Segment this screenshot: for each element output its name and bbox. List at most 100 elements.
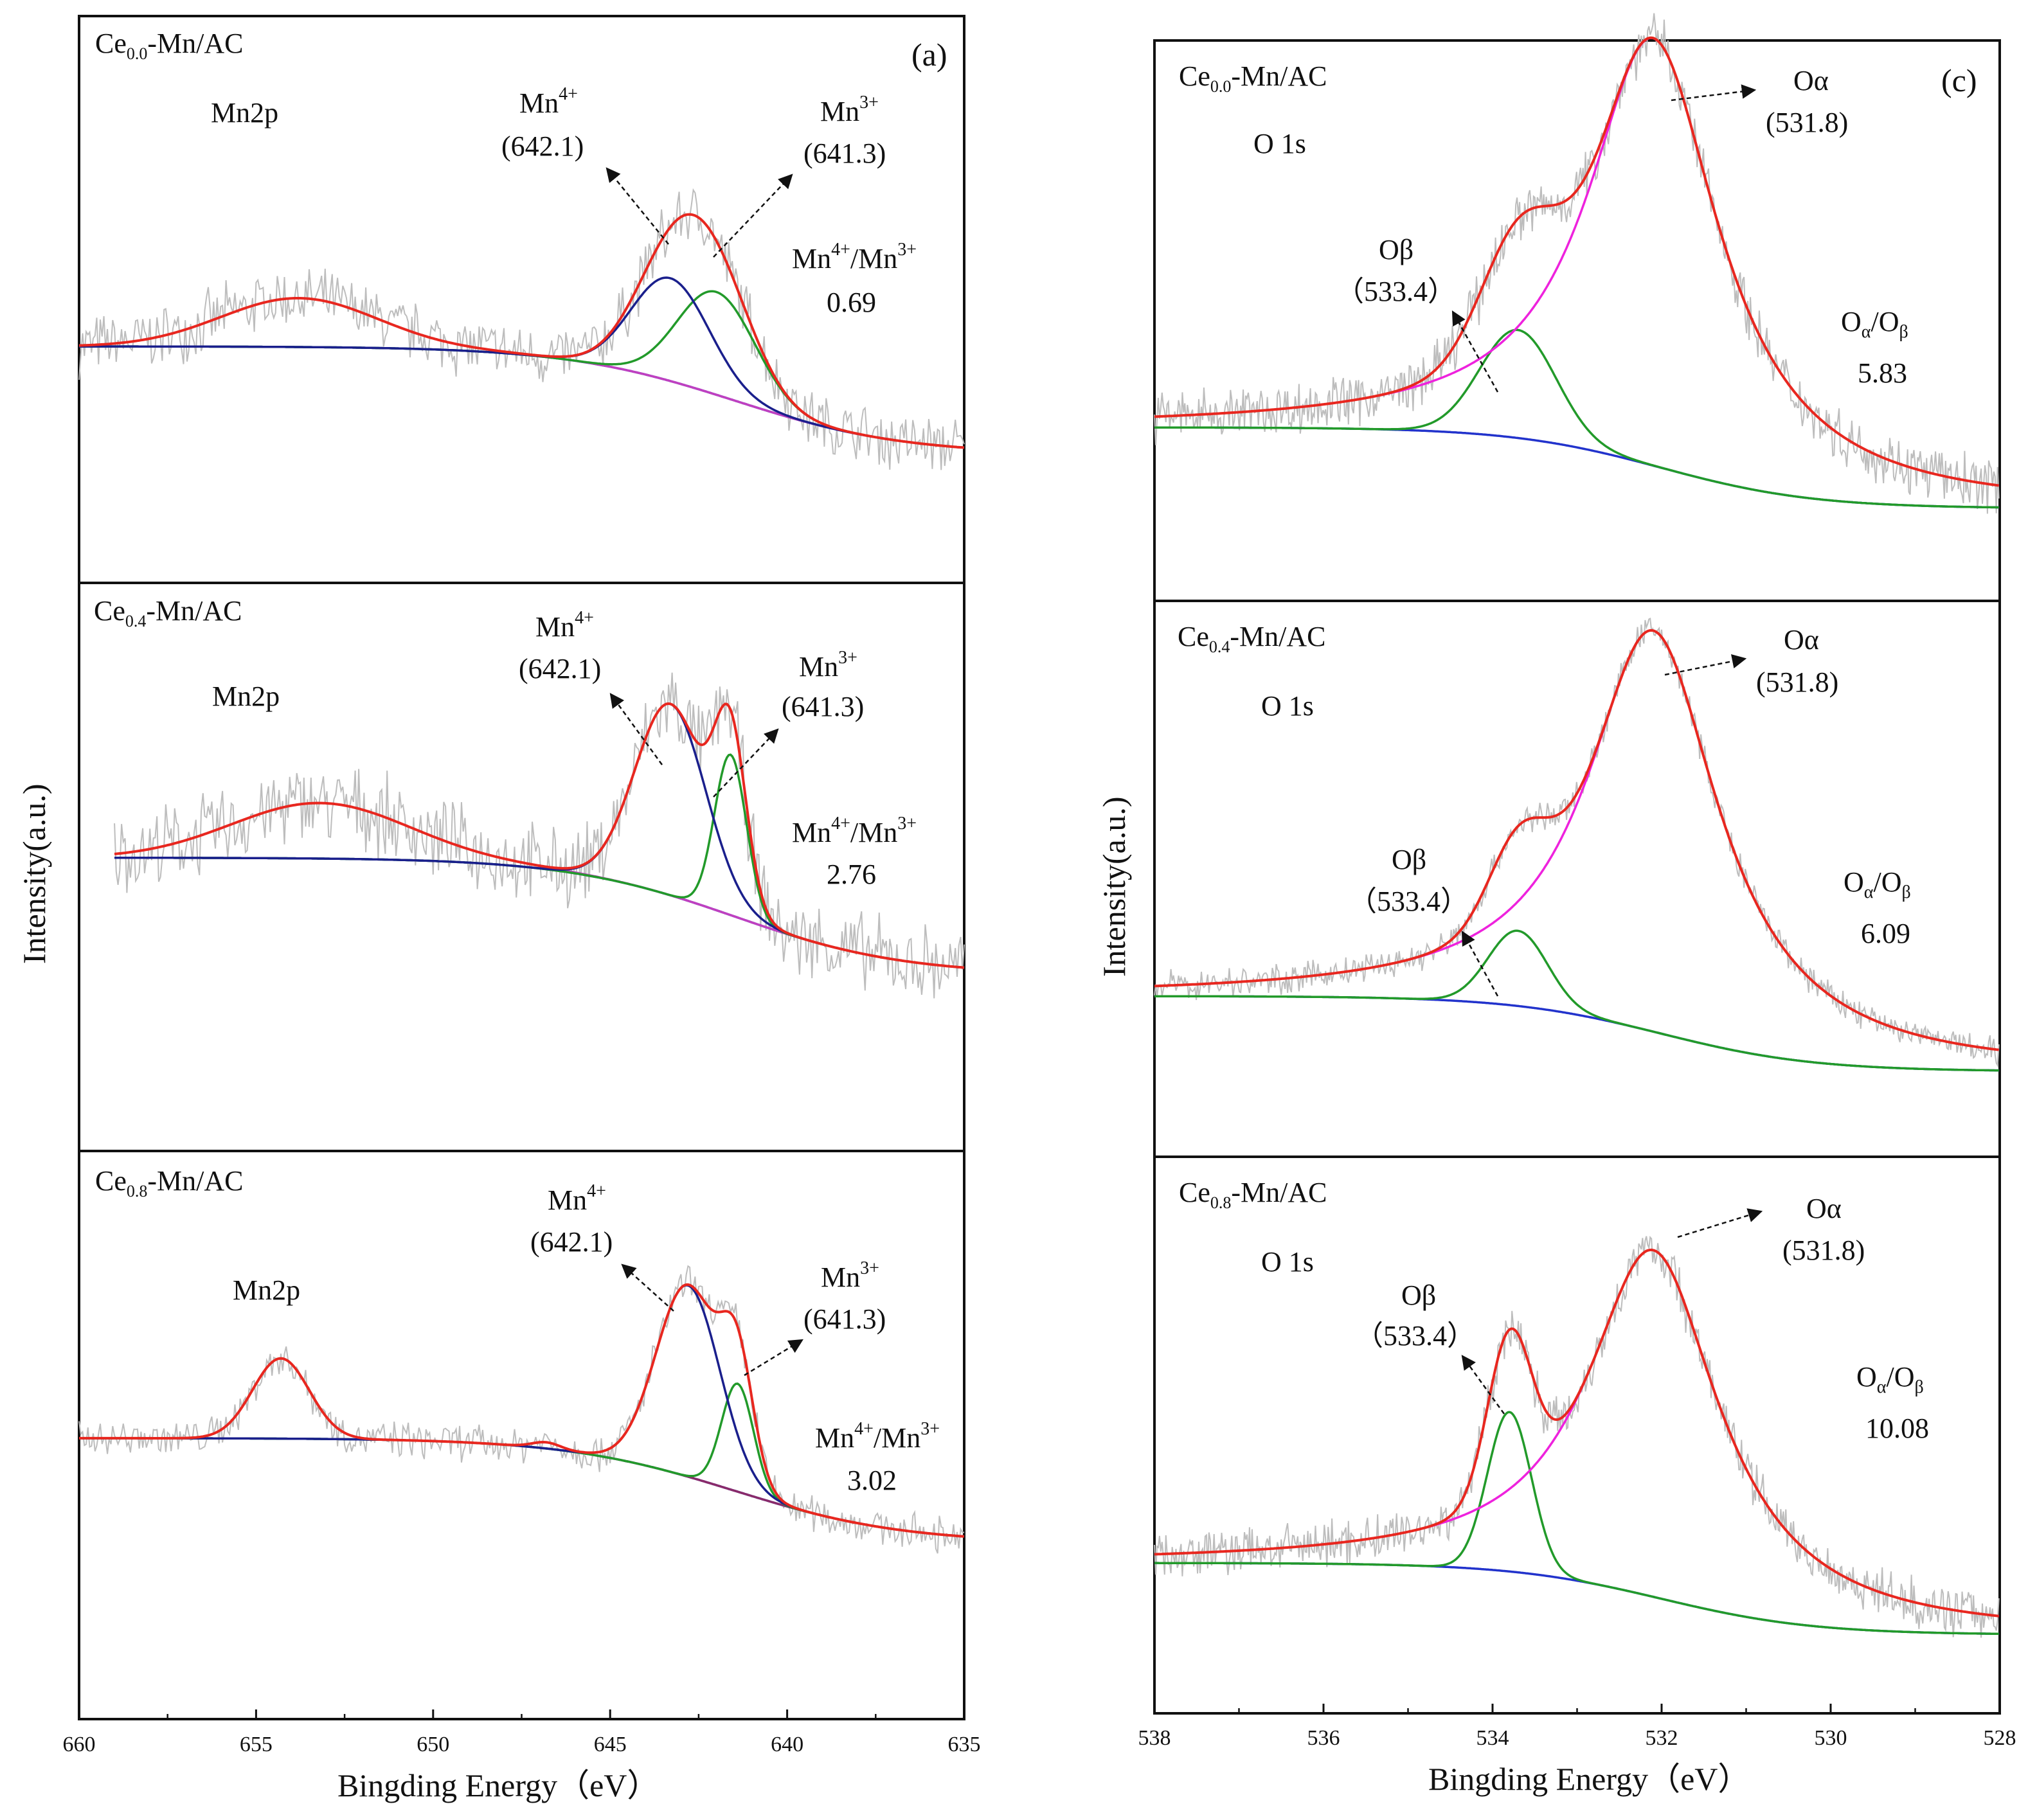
raw-spectrum-c3 [1154, 1235, 2000, 1638]
mn4-arrow-a2 [609, 693, 663, 765]
panel-a-x-ticks: 660 655 650 645 640 635 [63, 1709, 981, 1756]
ob-arrow-c2 [1461, 931, 1499, 997]
ob-curve-c1 [1154, 328, 1999, 509]
ob-curve-c2 [1154, 929, 1999, 1072]
fit-curve-a2 [114, 702, 965, 969]
fit-curve-c3 [1154, 1248, 1999, 1618]
fit-curve-c2 [1154, 629, 1999, 1051]
x-tick-label-c-530: 530 [1815, 1726, 1847, 1750]
x-tick-label-a-650: 650 [417, 1733, 449, 1756]
raw-spectrum-a1 [78, 188, 965, 470]
mn4-be-a1: (642.1) [501, 130, 584, 162]
panel-c-x-ticks: 538 536 534 532 530 528 [1138, 1704, 2016, 1750]
ob-be-c3: （533.4） [1355, 1320, 1475, 1352]
panel-a-xlabel: Bingding Energy（eV） [337, 1767, 659, 1803]
oa-label-c1: Oα [1793, 65, 1829, 96]
x-tick-label-c-538: 538 [1138, 1726, 1171, 1750]
ratio-label-c2: Oα/Oβ [1844, 866, 1911, 902]
x-tick-label-c-532: 532 [1646, 1726, 1678, 1750]
oa-arrow-c1 [1671, 84, 1757, 102]
mn3-label-a3: Mn3+ [821, 1258, 879, 1293]
ratio-value-c2: 6.09 [1861, 918, 1910, 949]
mn4-arrow-a1 [606, 167, 669, 245]
fit-curve-a1 [78, 213, 965, 449]
mn3-be-a1: (641.3) [803, 138, 886, 169]
raw-spectrum-a2 [114, 672, 965, 999]
ratio-value-a1: 0.69 [827, 287, 876, 318]
ratio-label-a3: Mn4+/Mn3+ [815, 1419, 940, 1454]
ratio-value-c1: 5.83 [1858, 357, 1907, 389]
region-label-c1: O 1s [1253, 128, 1306, 159]
mn4-label-a1: Mn4+ [519, 84, 578, 119]
oa-label-c3: Oα [1806, 1193, 1842, 1224]
x-tick-label-a-645: 645 [594, 1733, 627, 1756]
oa-be-c2: (531.8) [1756, 666, 1838, 698]
raw-spectrum-c1 [1154, 13, 2000, 514]
mn4-label-a3: Mn4+ [548, 1181, 606, 1216]
x-tick-label-a-660: 660 [63, 1733, 96, 1756]
ob-label-c2: Oβ [1392, 844, 1426, 875]
bg-curve-c2 [1154, 995, 1999, 1072]
mn3-arrow-a3 [744, 1339, 803, 1377]
ratio-value-a3: 3.02 [847, 1465, 897, 1496]
oa-be-c3: (531.8) [1782, 1235, 1865, 1266]
oa-arrow-c2 [1664, 654, 1747, 676]
raw-spectrum-c2 [1154, 617, 2000, 1068]
fit-curve-c1 [1154, 36, 1999, 487]
mn3-arrow-a1 [713, 174, 793, 258]
ob-be-c1: （533.4） [1336, 276, 1456, 307]
ratio-label-a1: Mn4+/Mn3+ [792, 240, 917, 274]
x-tick-label-a-640: 640 [771, 1733, 803, 1756]
x-tick-label-c-528: 528 [1984, 1726, 2016, 1750]
ob-label-c3: Oβ [1401, 1280, 1436, 1311]
raw-spectrum-a3 [78, 1265, 965, 1554]
ratio-value-c3: 10.08 [1865, 1413, 1929, 1444]
panel-c: 538 536 534 532 530 528 (c) Ce0.0-Mn/AC O 1s … [1096, 13, 2016, 1797]
sample-label-c2: Ce0.4-Mn/AC [1178, 621, 1326, 656]
mn4-be-a2: (642.1) [519, 653, 601, 684]
mn4-be-a3: (642.1) [530, 1226, 613, 1258]
mn3-be-a3: (641.3) [803, 1303, 886, 1335]
sample-label-c1: Ce0.0-Mn/AC [1179, 60, 1327, 96]
x-tick-label-a-655: 655 [240, 1733, 273, 1756]
panel-c-xlabel: Bingding Energy（eV） [1428, 1761, 1750, 1797]
ratio-label-c3: Oα/Oβ [1856, 1361, 1924, 1397]
oa-arrow-c3 [1677, 1208, 1763, 1238]
region-label-c3: O 1s [1261, 1246, 1314, 1278]
ratio-label-c1: Oα/Oβ [1841, 306, 1908, 342]
mn3-curve-a3 [79, 1382, 965, 1538]
mn3-label-a1: Mn3+ [820, 93, 879, 127]
panel-a-ylabel: Intensity(a.u.) [16, 784, 52, 964]
oa-be-c1: (531.8) [1766, 107, 1848, 138]
panel-c-ylabel: Intensity(a.u.) [1096, 797, 1132, 977]
mn4-label-a2: Mn4+ [535, 608, 594, 643]
sample-label-c3: Ce0.8-Mn/AC [1179, 1177, 1327, 1212]
region-label-a1: Mn2p [211, 97, 278, 129]
sample-label-a2: Ce0.4-Mn/AC [94, 595, 242, 630]
region-label-a3: Mn2p [233, 1274, 300, 1306]
ob-curve-c3 [1154, 1411, 1999, 1636]
panel-c-curves [1154, 13, 2000, 1638]
panel-a-label: (a) [911, 37, 947, 73]
x-tick-label-a-635: 635 [948, 1733, 981, 1756]
region-label-a2: Mn2p [212, 681, 280, 712]
bg-curve-c3 [1154, 1562, 1999, 1636]
ob-arrow-c3 [1461, 1355, 1505, 1414]
mn4-arrow-a3 [621, 1263, 674, 1312]
sample-label-a1: Ce0.0-Mn/AC [95, 28, 244, 63]
region-label-c2: O 1s [1261, 690, 1314, 722]
x-tick-label-c-536: 536 [1307, 1726, 1340, 1750]
x-tick-label-c-534: 534 [1476, 1726, 1509, 1750]
mn3-label-a2: Mn3+ [799, 648, 857, 682]
panel-a: 660 655 650 645 640 635 (a) Ce0.0-Mn/AC Mn2p … [16, 15, 981, 1803]
mn3-arrow-a2 [713, 728, 779, 798]
ob-be-c2: （533.4） [1349, 886, 1469, 917]
ob-label-c1: Oβ [1379, 234, 1413, 265]
mn3-be-a2: (641.3) [782, 691, 864, 722]
panel-a-curves [78, 188, 965, 1554]
ratio-value-a2: 2.76 [827, 859, 876, 890]
panel-c-label: (c) [1941, 62, 1977, 98]
ratio-label-a2: Mn4+/Mn3+ [792, 814, 917, 848]
sample-label-a3: Ce0.8-Mn/AC [95, 1165, 244, 1200]
